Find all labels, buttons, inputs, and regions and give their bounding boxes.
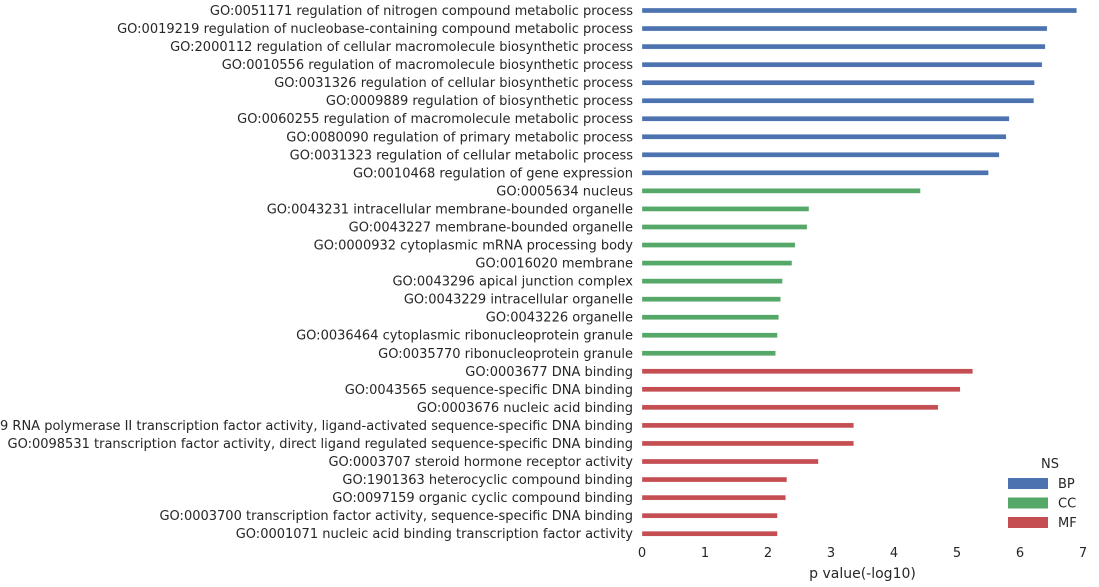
category-label: GO:0031323 regulation of cellular metabo… <box>290 148 634 163</box>
legend-label-cc: CC <box>1058 497 1076 512</box>
bar-bp <box>641 61 1043 68</box>
bar-bp <box>641 25 1048 32</box>
category-label: GO:0035770 ribonucleoprotein granule <box>378 347 633 362</box>
category-label: GO:0004879 RNA polymerase II transcripti… <box>0 419 633 434</box>
x-tick-label: 7 <box>1079 546 1087 561</box>
legend-title: NS <box>1041 457 1059 472</box>
bar-mf <box>641 386 961 392</box>
legend: NS BP CC MF <box>1008 457 1077 531</box>
bar-cc <box>641 278 783 284</box>
x-axis: 0 1 2 3 4 5 6 7 <box>638 546 1087 561</box>
bar-mf <box>641 440 854 447</box>
category-label: GO:0005634 nucleus <box>496 184 633 199</box>
category-label: GO:0031326 regulation of cellular biosyn… <box>274 76 633 91</box>
category-label: GO:0019219 regulation of nucleobase-cont… <box>117 22 633 37</box>
category-label: GO:0043227 membrane-bounded organelle <box>349 220 633 235</box>
bar-bp <box>641 98 1035 104</box>
category-label: GO:1901363 heterocyclic compound binding <box>342 473 633 488</box>
bar-cc <box>641 260 793 266</box>
bar-cc <box>641 296 781 302</box>
category-label: GO:0010556 regulation of macromolecule b… <box>222 58 633 73</box>
category-label: GO:0003700 transcription factor activity… <box>159 509 633 524</box>
category-label: GO:0003677 DNA binding <box>465 365 633 380</box>
x-tick-label: 1 <box>701 546 709 561</box>
category-label: GO:0009889 regulation of biosynthetic pr… <box>326 94 633 109</box>
legend-swatch-mf <box>1008 517 1048 528</box>
category-label: GO:2000112 regulation of cellular macrom… <box>170 40 633 55</box>
x-tick-label: 5 <box>953 546 961 561</box>
category-label: GO:0043296 apical junction complex <box>392 275 633 290</box>
bar-cc <box>641 332 778 338</box>
bar-bp <box>641 43 1046 50</box>
legend-swatch-cc <box>1008 497 1048 509</box>
bar-cc <box>641 350 776 356</box>
bar-cc <box>641 242 796 248</box>
bar-mf <box>641 531 778 537</box>
x-axis-label: p value(-log10) <box>809 566 916 582</box>
category-label: GO:0080090 regulation of primary metabol… <box>286 130 633 145</box>
category-label: GO:0043231 intracellular membrane-bounde… <box>267 202 633 217</box>
category-label: GO:0043229 intracellular organelle <box>404 293 633 308</box>
category-label: GO:0097159 organic cyclic compound bindi… <box>332 491 633 506</box>
x-tick-label: 0 <box>638 546 646 561</box>
category-label: GO:0043226 organelle <box>486 311 633 326</box>
bar-bp <box>641 80 1035 86</box>
x-tick-label: 4 <box>890 546 898 561</box>
category-label: GO:0003676 nucleic acid binding <box>417 401 633 416</box>
bar-cc <box>641 206 810 212</box>
category-label: GO:0000932 cytoplasmic mRNA processing b… <box>314 239 634 254</box>
x-tick-label: 2 <box>764 546 772 561</box>
category-label: GO:0051171 regulation of nitrogen compou… <box>210 4 633 19</box>
bar-mf <box>641 494 786 501</box>
bar-bp <box>641 7 1077 14</box>
category-label: GO:0060255 regulation of macromolecule m… <box>237 112 633 127</box>
bar-mf <box>641 512 778 519</box>
category-label: GO:0010468 regulation of gene expression <box>353 166 633 181</box>
bar-cc <box>641 188 921 194</box>
category-label: GO:0036464 cytoplasmic ribonucleoprotein… <box>296 329 633 344</box>
bar-bp <box>641 152 1000 158</box>
bar-bp <box>641 134 1007 140</box>
category-labels: GO:0051171 regulation of nitrogen compou… <box>0 4 633 542</box>
bar-mf <box>641 404 939 411</box>
bar-mf <box>641 476 788 483</box>
bar-mf <box>641 458 819 465</box>
bars-layer <box>641 7 1077 537</box>
bar-mf <box>641 368 973 374</box>
bar-mf <box>641 422 854 429</box>
legend-label-mf: MF <box>1058 516 1077 531</box>
bar-bp <box>641 116 1010 122</box>
legend-swatch-bp <box>1008 478 1048 489</box>
bar-cc <box>641 314 779 320</box>
category-label: GO:0001071 nucleic acid binding transcri… <box>236 527 634 542</box>
x-tick-label: 6 <box>1016 546 1024 561</box>
category-label: GO:0016020 membrane <box>475 257 633 272</box>
legend-label-bp: BP <box>1058 477 1075 492</box>
category-label: GO:0003707 steroid hormone receptor acti… <box>328 455 633 470</box>
x-tick-label: 3 <box>827 546 835 561</box>
bar-cc <box>641 224 808 230</box>
category-label: GO:0098531 transcription factor activity… <box>8 437 633 452</box>
bar-bp <box>641 170 989 176</box>
category-label: GO:0043565 sequence-specific DNA binding <box>345 383 633 398</box>
